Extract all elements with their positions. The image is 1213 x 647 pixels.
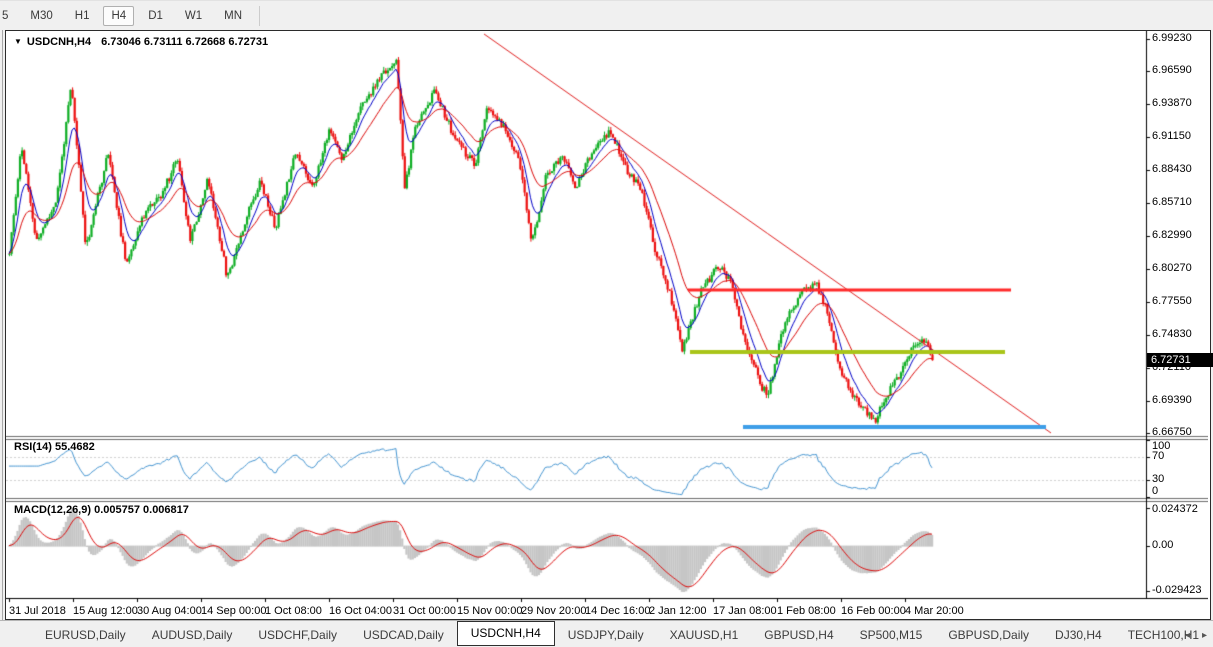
rsi-tick-label: 30	[1152, 473, 1165, 485]
tf-button-m30[interactable]: M30	[30, 10, 53, 22]
tab-bar: EURUSD,Daily AUDUSD,Daily USDCHF,Daily USDC…	[0, 620, 1213, 647]
rsi-tick-label: 70	[1152, 450, 1165, 462]
tab-scroll-left-icon[interactable]: ◂	[1185, 630, 1191, 641]
date-label: 4 Mar 20:00	[905, 605, 964, 617]
price-tick-label: 6.96590	[1152, 64, 1192, 76]
rsi-tick-label: 100	[1152, 440, 1171, 452]
price-tick-label: 6.74830	[1152, 328, 1192, 340]
tf-button-d1[interactable]: D1	[148, 10, 163, 22]
tf-button-h4[interactable]: H4	[103, 6, 135, 26]
macd-tick-label: -0.029423	[1152, 584, 1202, 596]
chart-tab-usdchf-daily[interactable]: USDCHF,Daily	[258, 628, 338, 642]
tf-button-w1[interactable]: W1	[184, 10, 203, 22]
chart-tab-usdjpy-daily[interactable]: USDJPY,Daily	[567, 628, 644, 642]
price-tick-label: 6.77550	[1152, 295, 1192, 307]
price-tick-label: 6.88430	[1152, 163, 1192, 175]
date-label: 1 Feb 08:00	[777, 605, 836, 617]
chart-tab-dj30-h4[interactable]: DJ30,H4	[1055, 628, 1102, 642]
chart-tab-gbpusd-daily[interactable]: GBPUSD,Daily	[948, 628, 1030, 642]
date-label: 2 Jan 12:00	[649, 605, 707, 617]
rsi-tick-label: 0	[1152, 485, 1159, 497]
price-tick-label: 6.91150	[1152, 130, 1191, 142]
tf-button-5[interactable]: 5	[2, 10, 9, 22]
date-label: 15 Nov 00:00	[457, 605, 523, 617]
chart-canvas[interactable]	[6, 31, 1208, 603]
timeframe-toolbar: 5 M30 H1 H4 D1 W1 MN	[0, 0, 1213, 31]
date-label: 31 Oct 00:00	[393, 605, 456, 617]
tf-button-h1[interactable]: H1	[74, 10, 90, 22]
date-axis: 31 Jul 2018 15 Aug 12:00 30 Aug 04:00 14 Se…	[6, 604, 1208, 619]
symbol-dropdown-icon[interactable]: ▼	[14, 37, 22, 46]
price-tick-label: 6.99230	[1152, 32, 1192, 44]
tab-scroll-arrows: ◂ ▸	[1176, 630, 1207, 641]
tf-button-mn[interactable]: MN	[224, 10, 243, 22]
date-label: 30 Aug 04:00	[137, 605, 202, 617]
chart-tab-tech100-h1[interactable]: TECH100,H1	[1127, 628, 1200, 642]
chart-tab-audusd-daily[interactable]: AUDUSD,Daily	[151, 628, 233, 642]
chart-title: ▼ USDCNH,H4 6.73046 6.73111 6.72668 6.7273…	[14, 36, 268, 48]
price-tick-label: 6.93870	[1152, 97, 1192, 109]
date-label: 14 Sep 00:00	[201, 605, 267, 617]
date-label: 16 Oct 04:00	[329, 605, 392, 617]
chart-tab-usdcnh-h4[interactable]: USDCNH,H4	[456, 621, 555, 646]
chart-tab-eurusd-daily[interactable]: EURUSD,Daily	[45, 628, 126, 642]
chart-symbol-timeframe: USDCNH,H4	[26, 36, 92, 48]
ohlc-values: 6.73046 6.73111 6.72668 6.72731	[101, 36, 269, 48]
date-label: 31 Jul 2018	[9, 605, 66, 617]
chart-tab-usdcad-daily[interactable]: USDCAD,Daily	[363, 628, 444, 642]
date-label: 29 Nov 20:00	[521, 605, 587, 617]
price-tick-label: 6.69390	[1152, 394, 1192, 406]
price-tick-label: 6.85710	[1152, 196, 1192, 208]
price-tick-label: 6.66750	[1152, 426, 1192, 438]
date-label: 1 Oct 08:00	[265, 605, 322, 617]
macd-tick-label: 0.024372	[1152, 503, 1198, 515]
price-tick-label: 6.80270	[1152, 262, 1192, 274]
chart-tab-gbpusd-h4[interactable]: GBPUSD,H4	[764, 628, 834, 642]
date-label: 14 Dec 16:00	[585, 605, 651, 617]
price-tick-label: 6.82990	[1152, 229, 1192, 241]
current-price-tag: 6.72731	[1147, 353, 1213, 367]
rsi-indicator-label: RSI(14) 55.4682	[14, 441, 95, 453]
date-label: 16 Feb 00:00	[841, 605, 906, 617]
chart-tab-xauusd-h1[interactable]: XAUUSD,H1	[669, 628, 739, 642]
date-label: 15 Aug 12:00	[73, 605, 138, 617]
chart-window: ▼ USDCNH,H4 6.73046 6.73111 6.72668 6.7273…	[5, 30, 1213, 620]
window-left-edge	[2, 30, 3, 620]
toolbar-separator	[259, 6, 261, 26]
macd-indicator-label: MACD(12,26,9) 0.005757 0.006817	[14, 504, 189, 516]
date-label: 17 Jan 08:00	[713, 605, 777, 617]
tab-scroll-right-icon[interactable]: ▸	[1201, 630, 1207, 641]
macd-tick-label: 0.00	[1152, 539, 1174, 551]
chart-tab-sp500-m15[interactable]: SP500,M15	[859, 628, 923, 642]
